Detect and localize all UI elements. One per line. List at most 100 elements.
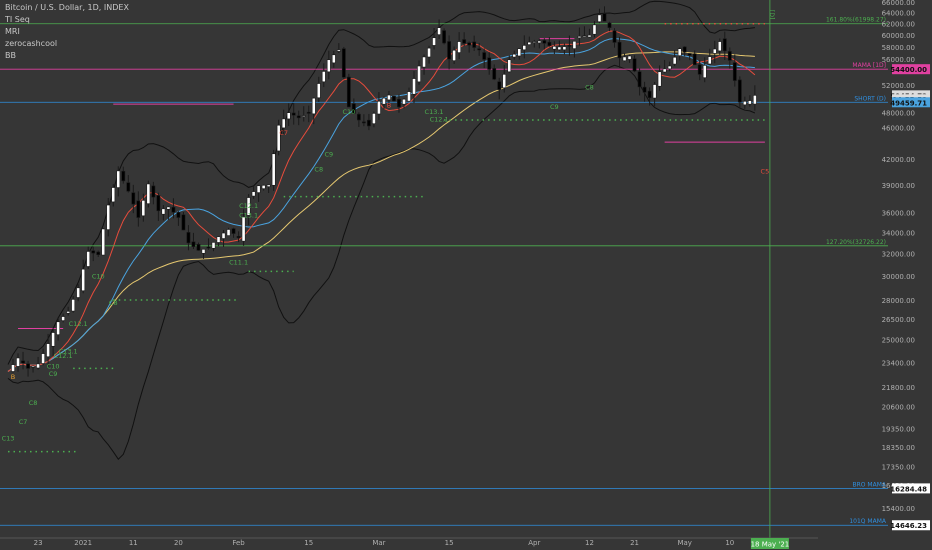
candle-body xyxy=(552,46,557,50)
candle-body xyxy=(437,27,441,35)
seq-annotation: C13.1 xyxy=(425,108,444,116)
seq-annotation: C9 xyxy=(49,370,58,378)
y-tick-label: 34000.00 xyxy=(882,230,915,238)
price-tag-bg xyxy=(892,520,930,531)
y-tick-label: 18350.00 xyxy=(882,444,915,452)
candle-body xyxy=(672,56,677,65)
candle-body xyxy=(336,49,341,52)
candle-body xyxy=(647,90,652,99)
candle-body xyxy=(206,246,211,249)
candle-body xyxy=(677,48,682,56)
x-tick-label: 21 xyxy=(630,539,639,547)
candle-body xyxy=(442,30,446,44)
candle-body xyxy=(652,84,657,99)
candle-body xyxy=(732,62,737,81)
candle-body xyxy=(387,94,391,101)
candle-body xyxy=(397,98,401,108)
level-label: MAMA [1D] xyxy=(852,62,886,69)
candle-body xyxy=(517,48,522,57)
candle-body xyxy=(717,41,722,52)
candle-body xyxy=(271,153,276,186)
candle-body xyxy=(21,360,25,364)
candle-body xyxy=(497,81,502,90)
seq-annotation: C12.1 xyxy=(69,320,88,328)
candle-body xyxy=(51,332,56,347)
candle-body xyxy=(241,216,246,242)
y-tick-label: 26500.00 xyxy=(882,316,915,324)
candle-body xyxy=(577,35,582,39)
study-zerocashcool[interactable]: zerocashcool xyxy=(5,39,58,48)
candle-body xyxy=(502,74,507,89)
candle-body xyxy=(246,197,251,216)
seq-annotation: C13.1 xyxy=(59,348,78,356)
candle-body xyxy=(472,41,477,48)
y-tick-label: 64000.00 xyxy=(882,10,915,18)
candle-body xyxy=(286,112,291,120)
candle-body xyxy=(311,97,316,115)
candle-body xyxy=(291,112,296,116)
candle-body xyxy=(492,68,497,80)
candle-body xyxy=(71,299,76,312)
candle-body xyxy=(181,214,186,231)
y-tick-label: 20600.00 xyxy=(882,404,915,412)
candle-body xyxy=(447,41,452,60)
candle-body xyxy=(572,40,577,49)
candle-body xyxy=(477,48,482,51)
price-tag-label: 16284.48 xyxy=(890,485,927,493)
candle-body xyxy=(567,45,572,47)
study-ti-seq[interactable]: TI Seq xyxy=(5,15,30,24)
candle-body xyxy=(632,58,637,72)
moving-averages xyxy=(7,30,756,372)
candle-body xyxy=(562,46,567,51)
seq-annotation: C8 xyxy=(109,299,118,307)
candle-body xyxy=(251,191,256,197)
seq-annotation: B xyxy=(11,373,15,381)
candle-body xyxy=(532,41,537,43)
price-axis[interactable]: 66000.00 64000.00 62000.00 60000.00 58000.00… xyxy=(882,0,930,531)
candle-body xyxy=(507,59,512,73)
candle-body xyxy=(707,56,712,65)
candle-body xyxy=(31,365,35,368)
x-tick-label: May xyxy=(677,539,691,547)
y-tick-label: 52000.00 xyxy=(882,82,915,90)
price-tag-label: 49459.71 xyxy=(890,99,927,107)
candle-body xyxy=(261,184,266,189)
candle-body xyxy=(407,91,411,102)
seq-annotation: C5 xyxy=(761,167,770,175)
candle-body xyxy=(41,353,45,364)
candle-body xyxy=(266,184,271,187)
candle-body xyxy=(427,47,431,58)
study-bb[interactable]: BB xyxy=(5,51,16,60)
y-tick-label: 17350.00 xyxy=(882,463,915,471)
x-tick-label: 2021 xyxy=(74,539,92,547)
candle-body xyxy=(301,115,306,117)
candle-body xyxy=(627,55,632,60)
study-mri[interactable]: MRI xyxy=(5,27,20,36)
candle-body xyxy=(316,83,321,99)
candle-body xyxy=(141,200,146,217)
time-axis[interactable]: 23 2021 11 20 Feb 15 Mar 15 Apr 12 21 May 10 18 May '… xyxy=(0,537,818,549)
seq-annotation: C13.1 xyxy=(239,212,258,220)
candle-body xyxy=(587,34,592,38)
candle-body xyxy=(36,363,40,369)
candle-body xyxy=(186,232,191,244)
y-tick-label: 19350.00 xyxy=(882,425,915,433)
candle-body xyxy=(96,251,101,255)
candle-body xyxy=(231,228,236,234)
candle-body xyxy=(692,53,697,66)
candle-body xyxy=(361,121,366,124)
candle-body xyxy=(351,103,356,114)
y-tick-label: 23400.00 xyxy=(882,359,915,367)
candle-body xyxy=(582,35,587,38)
seq-annotation: C13 xyxy=(2,434,15,442)
candle-body xyxy=(687,53,692,56)
date-marker-label: 18 May '21 xyxy=(751,541,790,549)
candle-body xyxy=(161,208,166,215)
candle-body xyxy=(542,40,547,44)
candle-body xyxy=(382,97,386,105)
y-tick-label: 42000.00 xyxy=(882,156,915,164)
price-tag-label: 54400.00 xyxy=(890,66,927,74)
candle-body xyxy=(201,248,206,254)
candle-body xyxy=(537,40,542,44)
